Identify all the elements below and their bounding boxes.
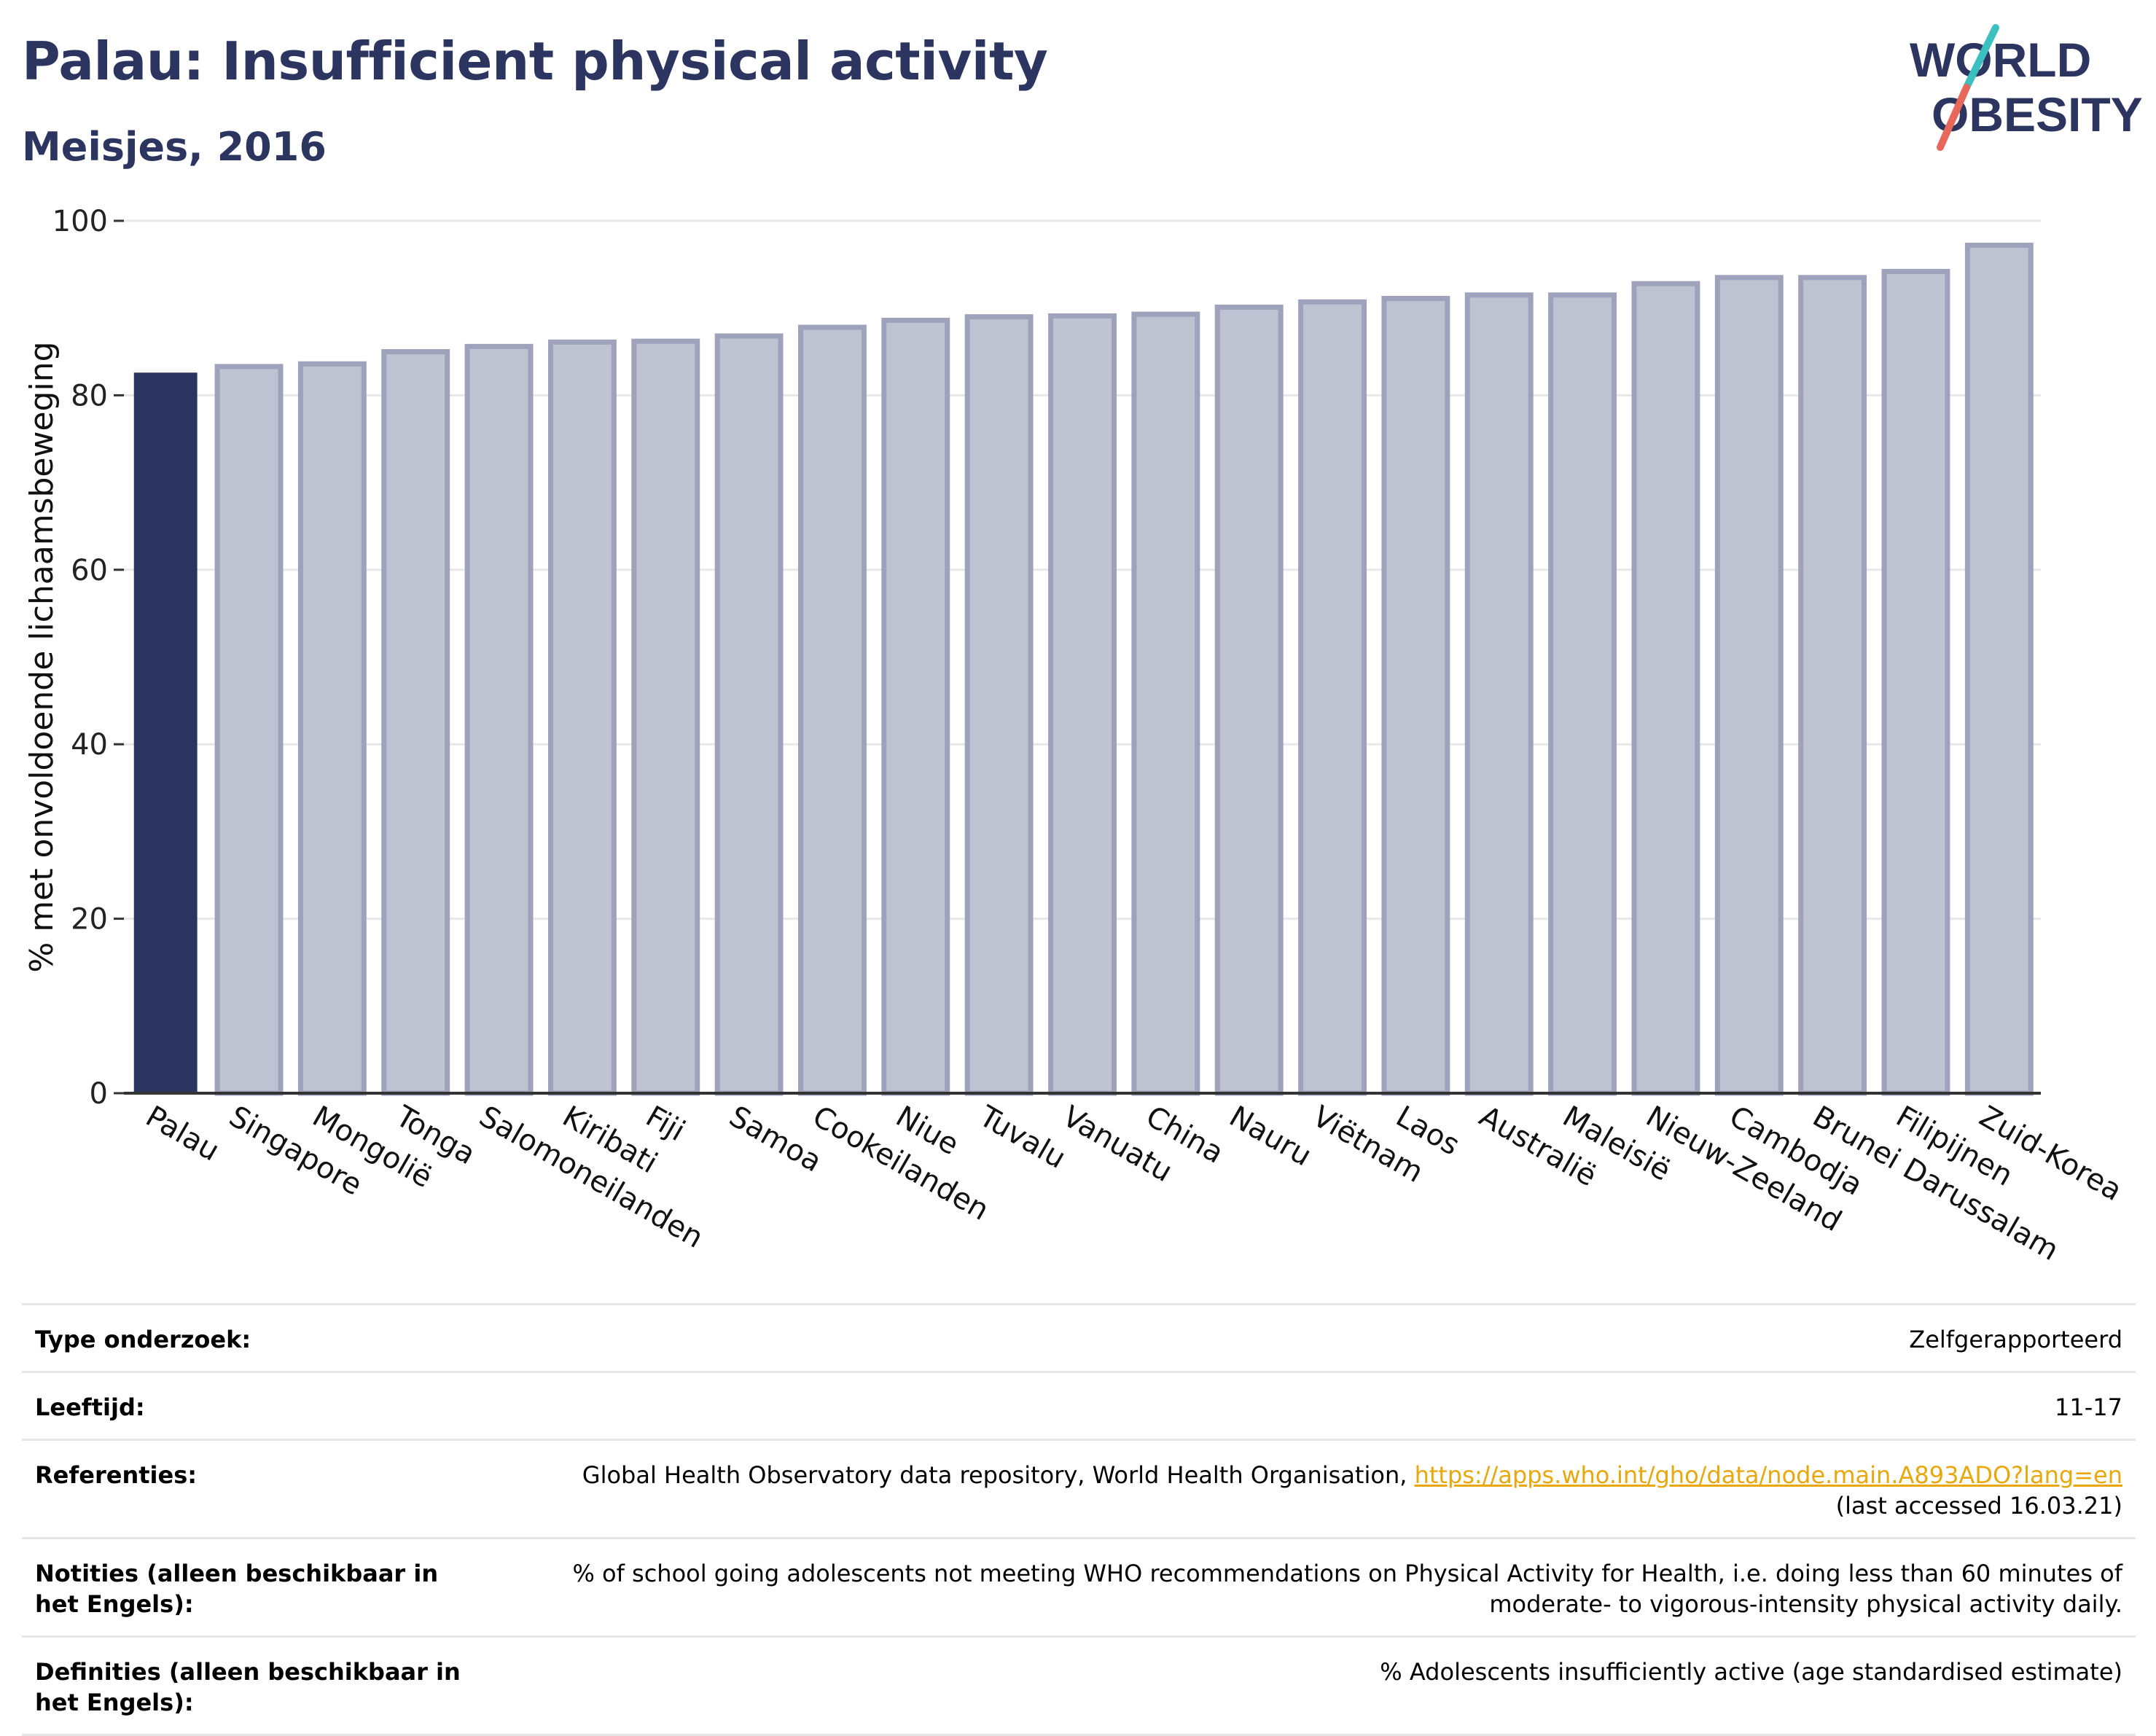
bar bbox=[1214, 305, 1284, 1096]
bars bbox=[133, 243, 2034, 1096]
bar bbox=[1798, 275, 1867, 1096]
y-tick-label: 20 bbox=[71, 903, 108, 937]
bar-chart: 020406080100PalauSingaporeMongoliëTongaS… bbox=[23, 205, 2128, 1267]
chart-title: Palau: Insufficient physical activity bbox=[22, 31, 1048, 92]
bar bbox=[1048, 313, 1117, 1096]
info-row-notes: Notities (alleen beschikbaar in het Enge… bbox=[22, 1537, 2136, 1635]
info-label: Leeftijd: bbox=[35, 1393, 145, 1421]
info-label: Type onderzoek: bbox=[35, 1326, 251, 1353]
logo-line1: WORLD bbox=[1910, 33, 2091, 87]
y-tick-label: 40 bbox=[71, 728, 108, 762]
info-label: Definities (alleen beschikbaar in het En… bbox=[35, 1658, 461, 1716]
info-label: Notities (alleen beschikbaar in het Enge… bbox=[35, 1560, 439, 1618]
bar bbox=[1964, 243, 2034, 1096]
bar bbox=[1631, 281, 1700, 1096]
info-label: Referenties: bbox=[35, 1461, 198, 1489]
bar bbox=[133, 372, 198, 1093]
info-value: % Adolescents insufficiently active (age… bbox=[1380, 1658, 2122, 1686]
bar bbox=[964, 314, 1034, 1096]
info-row-age: Leeftijd: 11-17 bbox=[22, 1371, 2136, 1439]
y-tick-label: 0 bbox=[90, 1077, 108, 1111]
y-tick-label: 60 bbox=[71, 554, 108, 587]
x-tick-label: Samoa bbox=[724, 1100, 827, 1179]
reference-text: Global Health Observatory data repositor… bbox=[582, 1461, 1407, 1489]
bar bbox=[714, 333, 784, 1096]
info-row-definitions: Definities (alleen beschikbaar in het En… bbox=[22, 1635, 2136, 1736]
x-tick-label: Palau bbox=[140, 1100, 224, 1168]
y-tick-label: 80 bbox=[71, 379, 108, 413]
bar bbox=[297, 361, 367, 1096]
world-obesity-logo: WORLD OBESITY bbox=[1910, 24, 2143, 151]
x-tick-label: Fiji bbox=[640, 1100, 690, 1149]
bar bbox=[1464, 292, 1534, 1096]
info-table: Type onderzoek: Zelfgerapporteerd Leefti… bbox=[22, 1303, 2136, 1736]
bar bbox=[547, 339, 617, 1096]
bar bbox=[1131, 311, 1200, 1096]
bar bbox=[1548, 292, 1617, 1096]
logo-line2: OBESITY bbox=[1932, 87, 2143, 141]
reference-accessed: (last accessed 16.03.21) bbox=[1835, 1492, 2122, 1520]
chart-subtitle: Meisjes, 2016 bbox=[22, 124, 327, 170]
info-value: % of school going adolescents not meetin… bbox=[572, 1560, 2122, 1618]
info-value: 11-17 bbox=[2055, 1393, 2122, 1421]
bar bbox=[464, 343, 534, 1096]
info-row-references: Referenties: Global Health Observatory d… bbox=[22, 1439, 2136, 1537]
bar bbox=[631, 338, 700, 1096]
y-tick-label: 100 bbox=[52, 205, 108, 238]
y-axis-label: % met onvoldoende lichaamsbeweging bbox=[23, 341, 60, 972]
bar bbox=[381, 349, 450, 1096]
bar bbox=[1714, 275, 1784, 1096]
x-tick-label: Tuvalu bbox=[973, 1099, 1071, 1176]
x-tick-label: Nauru bbox=[1224, 1100, 1317, 1173]
reference-link[interactable]: https://apps.who.int/gho/data/node.main.… bbox=[1414, 1461, 2122, 1489]
info-value: Global Health Observatory data repositor… bbox=[501, 1460, 2122, 1521]
bar bbox=[881, 317, 950, 1096]
axes bbox=[114, 219, 2041, 1095]
bar bbox=[1298, 299, 1367, 1096]
bar bbox=[798, 324, 867, 1096]
bar bbox=[1881, 268, 1950, 1096]
bar bbox=[214, 364, 284, 1096]
info-value: Zelfgerapporteerd bbox=[1909, 1326, 2122, 1353]
info-row-survey-type: Type onderzoek: Zelfgerapporteerd bbox=[22, 1303, 2136, 1371]
bar bbox=[1381, 296, 1450, 1096]
